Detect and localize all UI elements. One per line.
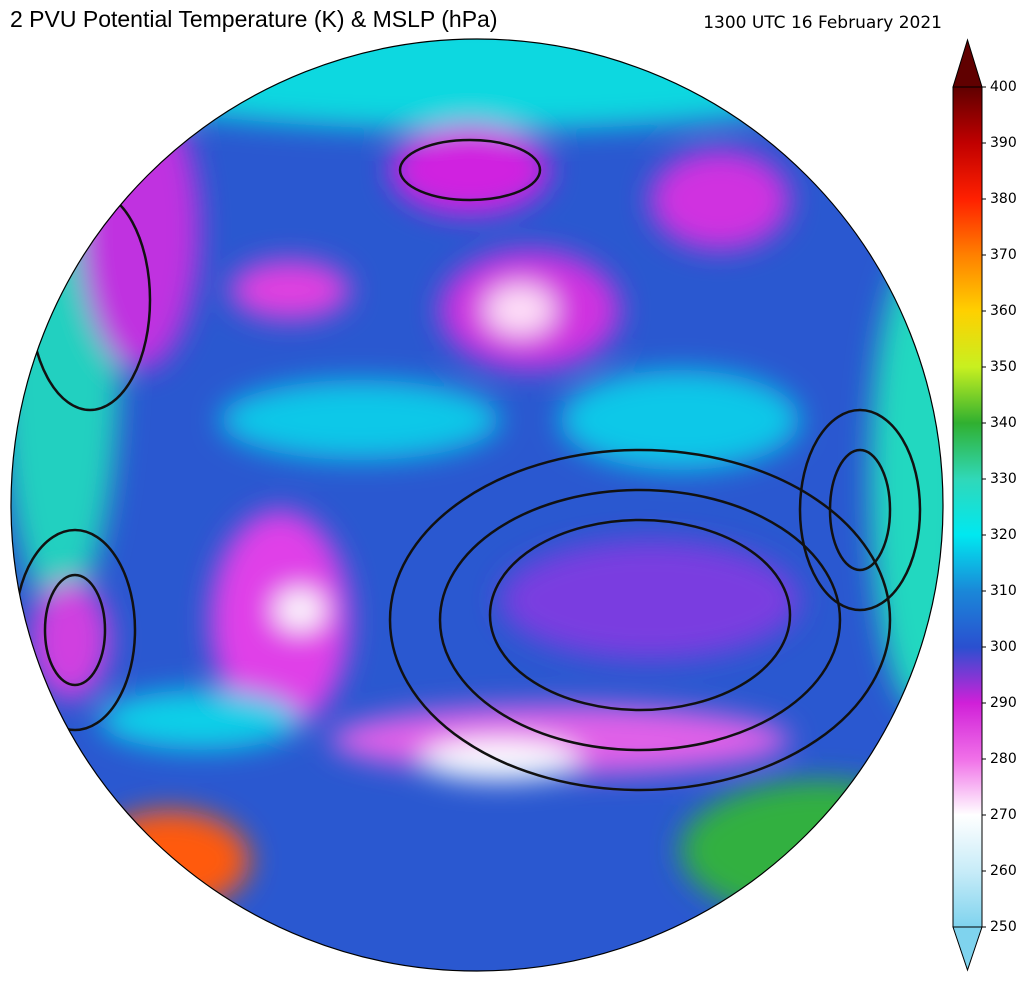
colorbar-tick-label: 360 xyxy=(990,303,1017,319)
colorbar-tick-label: 270 xyxy=(990,807,1017,823)
colorbar-tick-label: 320 xyxy=(990,527,1017,543)
colorbar-tick-label: 400 xyxy=(990,79,1017,95)
colorbar-tick-label: 380 xyxy=(990,191,1017,207)
colorbar-tick-label: 280 xyxy=(990,751,1017,767)
colorbar-tick-label: 290 xyxy=(990,695,1017,711)
colorbar-tick-label: 390 xyxy=(990,135,1017,151)
colorbar-tick-label: 350 xyxy=(990,359,1017,375)
title: 2 PVU Potential Temperature (K) & MSLP (… xyxy=(10,6,497,32)
colorbar-extend-high xyxy=(952,38,983,88)
colorbar-body xyxy=(952,86,983,928)
colorbar-tick-label: 330 xyxy=(990,471,1017,487)
colorbar-tick-label: 370 xyxy=(990,247,1017,263)
colorbar-tick-label: 300 xyxy=(990,639,1017,655)
colorbar-tick-label: 260 xyxy=(990,863,1017,879)
globe xyxy=(11,39,943,971)
colorbar-tick-label: 340 xyxy=(990,415,1017,431)
colorbar-tick-label: 310 xyxy=(990,583,1017,599)
globe-outline xyxy=(10,38,944,972)
timestamp: 1300 UTC 16 February 2021 xyxy=(703,13,942,33)
colorbar-tick-label: 250 xyxy=(990,919,1017,935)
colorbar-extend-low xyxy=(952,926,983,972)
colorbar: 250 260 270 280 290 300 310 320 330 340 350 360 370 3… xyxy=(952,38,1017,972)
